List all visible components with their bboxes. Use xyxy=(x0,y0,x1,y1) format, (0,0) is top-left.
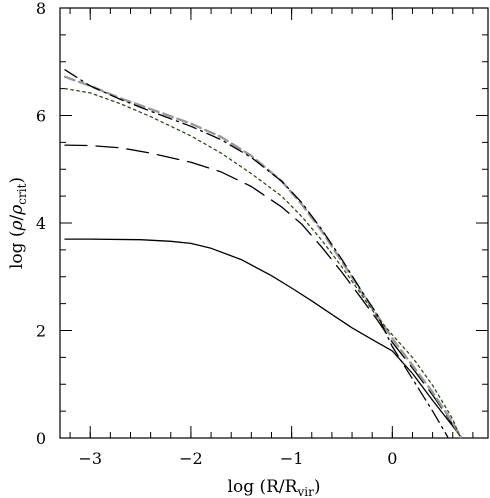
series-dotted-line xyxy=(64,87,461,438)
y-tick-label: 0 xyxy=(36,429,46,448)
y-tick-label: 8 xyxy=(36,0,46,18)
y-axis-label-subscript: crit xyxy=(15,183,29,204)
series-short-dash-line xyxy=(63,75,462,439)
x-tick-label: −2 xyxy=(179,449,203,468)
x-axis-label-prefix: log (R/R xyxy=(228,477,299,497)
series-dash-dot-line xyxy=(64,69,449,438)
x-axis-label-suffix: ) xyxy=(314,477,321,497)
x-axis-label: log (R/Rvir) xyxy=(228,477,321,498)
plot-frame xyxy=(59,7,489,439)
y-axis-label-rho: ρ xyxy=(7,220,27,231)
y-tick-label: 6 xyxy=(36,107,46,126)
series-long-dash-line xyxy=(64,144,462,438)
x-tick-label: 0 xyxy=(387,449,397,468)
y-tick-label: 4 xyxy=(36,214,46,233)
y-axis-label-prefix: log ( xyxy=(7,230,27,269)
tick-labels: −3 −2 −1 0 0 2 4 6 8 xyxy=(36,0,398,468)
y-axis-label-rho-crit: ρ xyxy=(7,205,27,216)
axis-ticks xyxy=(60,7,488,439)
x-tick-label: −1 xyxy=(280,449,304,468)
series-lines xyxy=(63,69,462,439)
y-tick-label: 2 xyxy=(36,322,46,341)
y-axis-label-suffix: ) xyxy=(7,177,27,184)
y-axis-label: log (ρ/ρcrit) xyxy=(7,177,29,269)
x-tick-label: −3 xyxy=(78,449,102,468)
y-axis-label-slash: / xyxy=(7,214,27,220)
series-solid-line xyxy=(64,238,462,438)
x-axis-label-subscript: vir xyxy=(296,485,314,498)
